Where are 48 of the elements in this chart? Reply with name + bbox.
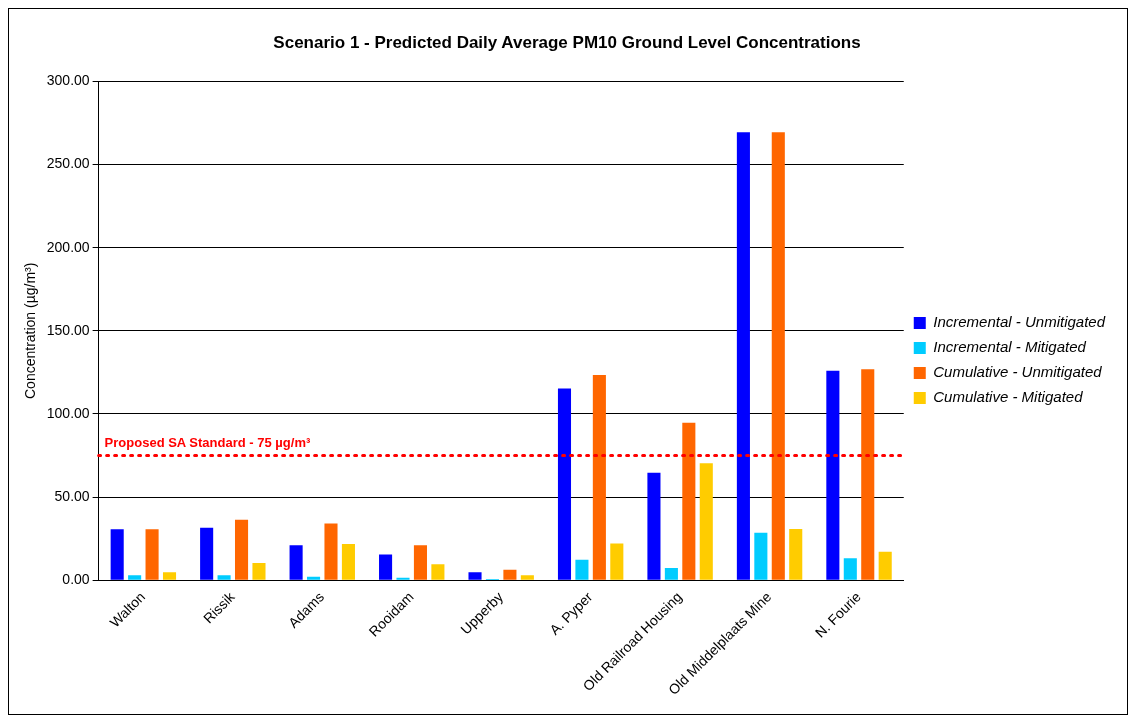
bar [736, 132, 750, 580]
ref-line-label: Proposed SA Standard - 75 µg/m³ [104, 434, 311, 450]
bar [610, 543, 624, 580]
bar [145, 529, 159, 580]
legend-label: Cumulative - Mitigated [933, 388, 1084, 406]
bar [557, 388, 572, 580]
y-tick-label: 150.00 [46, 321, 90, 338]
bar [647, 472, 661, 580]
bar [379, 554, 393, 580]
legend-label: Incremental - Mitigated [933, 338, 1087, 356]
y-tick-label: 300.00 [46, 72, 90, 89]
bar [128, 575, 142, 580]
bar [234, 519, 249, 580]
bar [699, 463, 713, 580]
bar [413, 545, 427, 580]
y-tick-label: 250.00 [46, 155, 90, 172]
bar [592, 375, 606, 580]
y-tick-label: 200.00 [46, 238, 90, 255]
bar [843, 558, 857, 580]
bar [217, 575, 231, 580]
bar [682, 422, 696, 580]
bar [754, 532, 768, 580]
y-tick-label: 0.00 [62, 571, 90, 588]
bar [468, 572, 482, 580]
bar [878, 551, 892, 580]
y-tick-label: 100.00 [46, 404, 90, 421]
bar [520, 575, 534, 580]
bar [664, 567, 678, 580]
bar [289, 545, 303, 580]
bar [341, 544, 355, 580]
y-axis-title: Concentration (µg/m³) [22, 262, 39, 400]
bar [826, 370, 840, 580]
bar [861, 369, 875, 580]
bar [771, 132, 785, 580]
legend-label: Cumulative - Unmitigated [933, 363, 1103, 381]
bar [575, 559, 589, 580]
bar [162, 572, 177, 580]
bar [324, 523, 338, 580]
y-tick-label: 50.00 [54, 487, 90, 504]
bar [200, 527, 214, 580]
bar [252, 563, 266, 580]
bar [503, 569, 517, 580]
bar [789, 528, 803, 580]
bar [431, 564, 445, 580]
bar [110, 529, 124, 580]
bar [307, 576, 321, 580]
legend-label: Incremental - Unmitigated [933, 313, 1106, 331]
chart-title: Scenario 1 - Predicted Daily Average PM10 Ground Level Concentrations [273, 32, 861, 52]
